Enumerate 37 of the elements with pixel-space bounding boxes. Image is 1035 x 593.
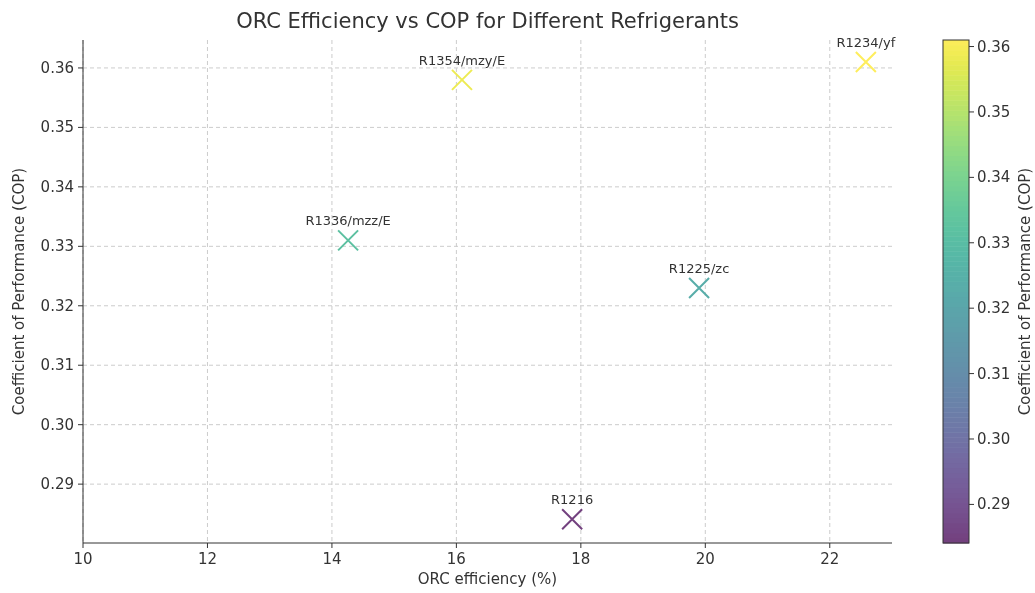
- x-tick-label: 16: [446, 550, 466, 568]
- color-bar-label: 0.31: [977, 364, 1011, 383]
- y-tick-label: 0.36: [40, 58, 74, 77]
- point: [854, 51, 877, 73]
- color-bar-label: 0.34: [977, 168, 1011, 187]
- color-bar-label: 0.33: [977, 233, 1011, 252]
- x-tick-label: 14: [322, 550, 342, 568]
- y-tick-label: 0.35: [40, 118, 74, 137]
- color-bar-label: 0.35: [977, 102, 1011, 121]
- color-bar-label: 0.29: [977, 495, 1011, 514]
- annotation: R1216: [551, 492, 594, 508]
- y-axis-title: Coefficient of Performance (COP): [10, 167, 28, 416]
- color-bar-title: Coefficient of Performance (COP): [1016, 167, 1034, 416]
- y-tick-label: 0.29: [40, 475, 74, 494]
- x-tick-label: 10: [73, 550, 93, 568]
- annotation: R1225/zc: [668, 260, 730, 276]
- point: [450, 68, 473, 91]
- x-tick-label: 20: [695, 550, 715, 568]
- y-tick-label: 0.32: [40, 296, 74, 315]
- y-tick-label: 0.33: [40, 237, 74, 256]
- color-bar-label: 0.30: [977, 430, 1011, 448]
- annotation: R1234/yf: [836, 35, 896, 50]
- x-tick-label: 22: [820, 550, 840, 568]
- chart-title: ORC Efficiency vs COP for Different Refrigerants: [236, 9, 739, 33]
- point: [688, 276, 711, 299]
- x-tick-label: 12: [197, 550, 218, 568]
- x-tick-label: 18: [571, 550, 591, 568]
- y-tick-label: 0.31: [40, 356, 74, 375]
- color-bar-label: 0.32: [977, 299, 1011, 318]
- annotation: R1354/mzy/E: [418, 52, 506, 68]
- color-bar-label: 0.36: [977, 37, 1011, 56]
- annotation: R1336/mzz/E: [305, 213, 391, 229]
- point: [337, 229, 360, 252]
- point: [561, 508, 584, 531]
- y-tick-label: 0.34: [40, 177, 74, 196]
- y-tick-label: 0.30: [40, 415, 74, 434]
- x-axis-title: ORC efficiency (%): [417, 570, 558, 588]
